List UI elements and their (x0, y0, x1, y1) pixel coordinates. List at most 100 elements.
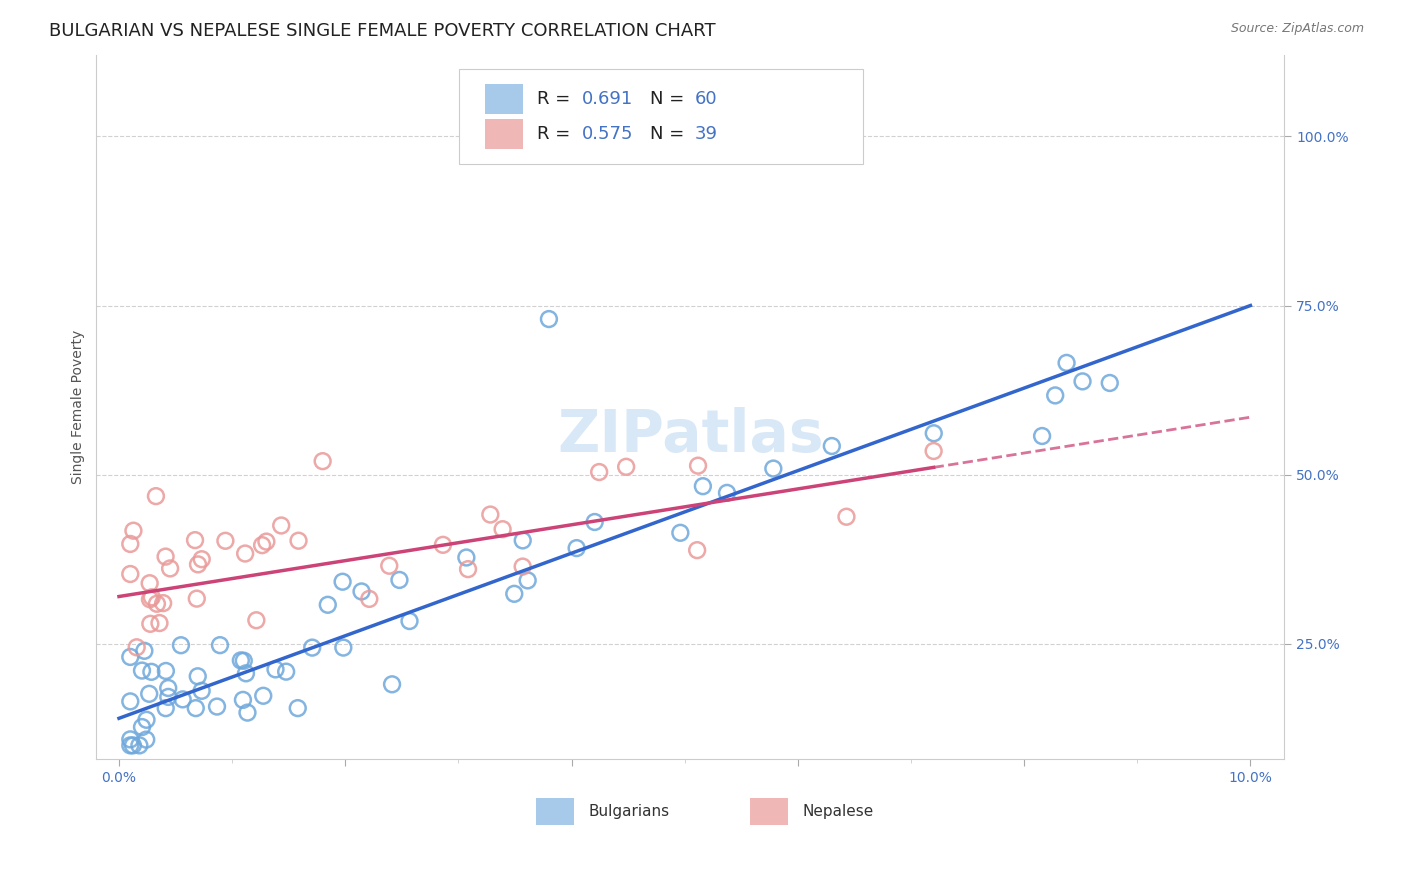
Point (134, 644, 156, 658)
Point (512, 559, 534, 574)
Point (205, 699, 228, 714)
Point (172, 692, 194, 706)
Point (120, 694, 142, 708)
Point (332, 640, 354, 655)
Point (1056, 356, 1078, 370)
Text: 60: 60 (695, 90, 717, 108)
Point (232, 693, 254, 707)
Point (686, 543, 709, 558)
Text: ZIPatlas: ZIPatlas (557, 407, 824, 464)
Text: BULGARIAN VS NEPALESE SINGLE FEMALE POVERTY CORRELATION CHART: BULGARIAN VS NEPALESE SINGLE FEMALE POVE… (49, 22, 716, 40)
Point (614, 459, 637, 474)
Point (512, 533, 534, 548)
Point (120, 739, 142, 753)
Point (139, 592, 162, 607)
Point (157, 681, 180, 695)
Point (155, 701, 177, 715)
Point (301, 640, 323, 655)
Point (922, 444, 945, 458)
Point (135, 713, 157, 727)
Point (122, 739, 145, 753)
Point (381, 677, 404, 691)
Point (350, 584, 373, 599)
Point (187, 558, 209, 572)
Point (287, 701, 309, 715)
FancyBboxPatch shape (536, 798, 574, 825)
Point (214, 533, 236, 548)
Point (516, 574, 538, 588)
Point (537, 312, 560, 326)
Point (378, 558, 401, 573)
Text: R =: R = (537, 90, 576, 108)
Point (479, 508, 502, 522)
Point (236, 706, 259, 720)
Point (245, 613, 267, 627)
Point (141, 591, 163, 605)
Point (588, 465, 610, 479)
Text: 39: 39 (695, 125, 718, 143)
Point (270, 518, 292, 533)
Point (835, 509, 858, 524)
Point (332, 574, 354, 589)
Point (716, 486, 738, 500)
Text: N =: N = (650, 90, 690, 108)
Point (388, 573, 411, 587)
Point (170, 638, 193, 652)
Point (120, 649, 142, 664)
Point (190, 552, 212, 566)
Point (1031, 429, 1053, 443)
Y-axis label: Single Female Poverty: Single Female Poverty (72, 330, 86, 484)
Point (138, 687, 160, 701)
Point (669, 525, 692, 540)
Point (287, 533, 309, 548)
Point (186, 591, 208, 606)
Point (922, 426, 945, 441)
Point (131, 664, 153, 678)
Point (491, 522, 513, 536)
Point (1045, 388, 1067, 402)
Point (233, 547, 256, 561)
FancyBboxPatch shape (485, 84, 523, 113)
Point (565, 541, 588, 555)
Point (252, 689, 274, 703)
Point (1071, 375, 1094, 389)
Point (146, 597, 169, 611)
Point (316, 598, 339, 612)
Point (821, 122, 844, 136)
Point (398, 614, 420, 628)
Point (250, 538, 273, 552)
Point (122, 524, 145, 538)
FancyBboxPatch shape (749, 798, 787, 825)
Point (503, 587, 526, 601)
Point (208, 638, 231, 652)
Point (128, 739, 150, 753)
Point (821, 439, 844, 453)
Point (120, 732, 142, 747)
Point (159, 561, 181, 575)
Point (583, 515, 606, 529)
Text: R =: R = (537, 125, 576, 143)
Point (145, 489, 167, 503)
Point (155, 549, 177, 564)
Text: N =: N = (650, 125, 690, 143)
Point (135, 732, 157, 747)
Point (152, 596, 174, 610)
Point (359, 591, 381, 606)
Point (311, 454, 333, 468)
Point (686, 458, 709, 473)
Point (125, 640, 148, 655)
Text: 0.691: 0.691 (582, 90, 634, 108)
Point (187, 669, 209, 683)
Point (254, 534, 277, 549)
Text: Nepalese: Nepalese (801, 805, 873, 819)
Point (148, 615, 170, 630)
Point (120, 567, 142, 582)
Text: 0.575: 0.575 (582, 125, 634, 143)
Point (184, 533, 207, 548)
Point (456, 550, 478, 565)
Point (157, 690, 180, 704)
Point (190, 683, 212, 698)
Point (762, 461, 785, 475)
Point (457, 562, 479, 576)
Point (131, 720, 153, 734)
